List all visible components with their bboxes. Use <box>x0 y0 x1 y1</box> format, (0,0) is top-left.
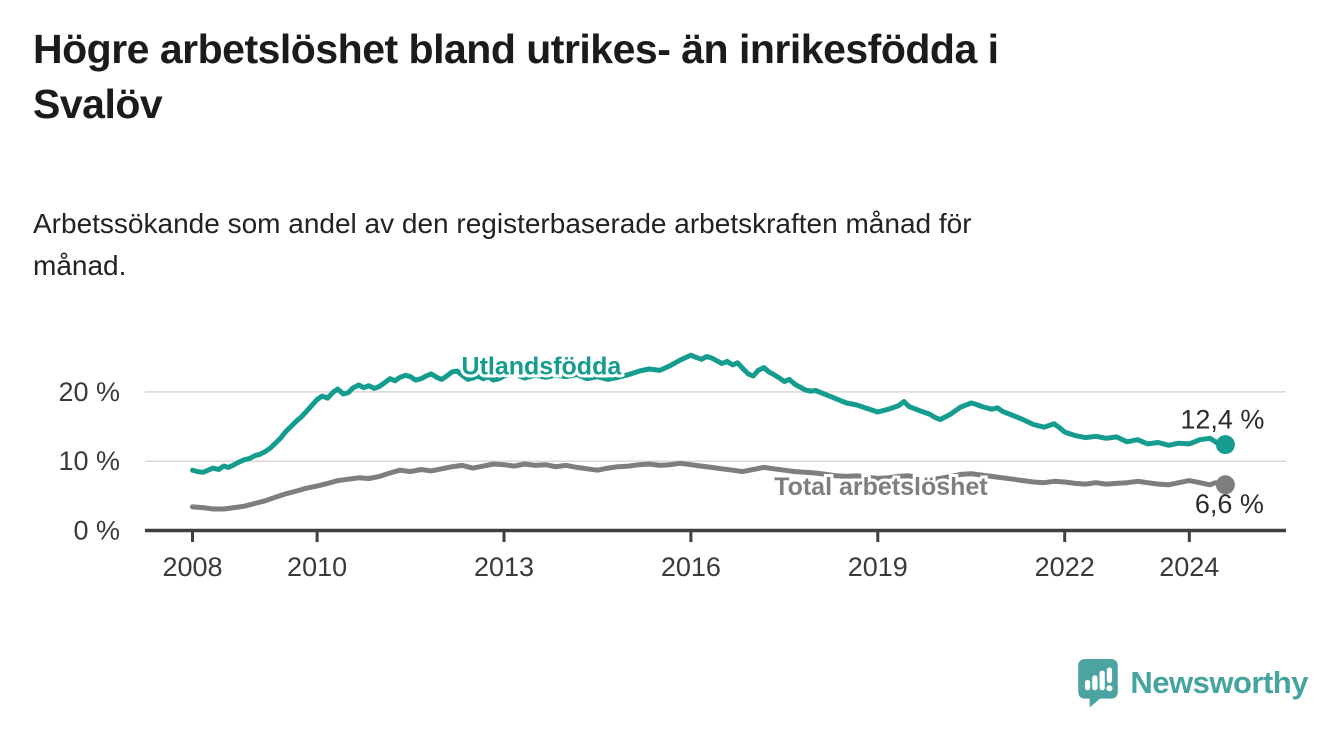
x-axis-tick-label: 2008 <box>162 552 222 582</box>
page-title: Högre arbetslöshet bland utrikes- än inr… <box>33 26 999 127</box>
series-end-dot-utlandsf-dda <box>1215 435 1235 455</box>
x-axis-tick-label: 2019 <box>848 552 908 582</box>
brand-name: Newsworthy <box>1130 665 1308 700</box>
y-axis-tick-label: 10 % <box>58 446 120 476</box>
series-end-dot-total-arbetsl-shet <box>1215 475 1235 495</box>
x-axis-tick-label: 2016 <box>661 552 721 582</box>
logo-exclamation-bar <box>1107 667 1113 683</box>
x-axis-tick-label: 2010 <box>287 552 347 582</box>
x-axis-tick-label: 2022 <box>1035 552 1095 582</box>
series-end-value-utlandsf-dda: 12,4 % <box>1180 405 1264 435</box>
y-axis-tick-label: 20 % <box>58 377 120 407</box>
newsworthy-logo-icon <box>1078 659 1119 708</box>
y-axis-tick-label: 0 % <box>73 516 120 546</box>
x-axis-tick-label: 2013 <box>474 552 534 582</box>
series-end-value-total-arbetsl-shet: 6,6 % <box>1195 489 1264 519</box>
logo-bar-3 <box>1099 670 1106 691</box>
x-axis-tick-label: 2024 <box>1159 552 1219 582</box>
logo-bar-1 <box>1085 679 1091 691</box>
series-line-total-arbetsl-shet <box>190 460 1228 512</box>
logo-exclamation-dot <box>1106 685 1113 692</box>
page-subtitle: Arbetssökande som andel av den registerb… <box>33 208 972 281</box>
series-label-total-arbetsl-shet: Total arbetslöshet <box>774 473 988 501</box>
logo-bar-2 <box>1092 675 1098 691</box>
series-line-utlandsf-dda <box>190 352 1228 475</box>
series-label-utlandsf-dda: Utlandsfödda <box>462 352 623 380</box>
brand-footer: Newsworthy <box>1077 658 1308 708</box>
